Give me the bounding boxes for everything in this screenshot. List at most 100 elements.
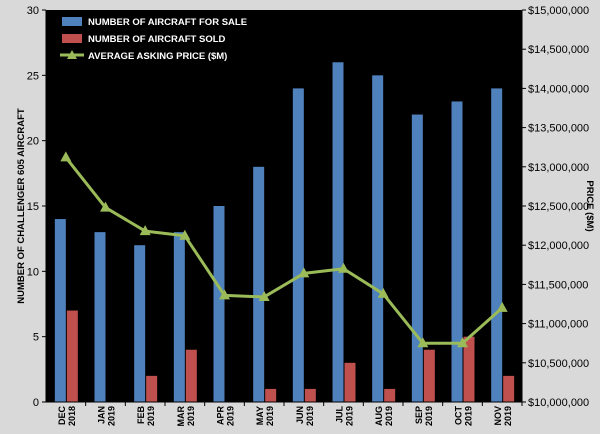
y-right-tick-label-3: $11,500,000 — [528, 279, 588, 291]
bar-for-sale-5 — [253, 166, 265, 402]
x-tick-label-month-9: SEP — [414, 406, 424, 424]
bar-sold-2 — [146, 375, 158, 402]
x-tick-label-month-3: MAR — [176, 406, 186, 427]
price-marker-10 — [457, 337, 468, 348]
x-tick-label-month-4: APR — [216, 406, 226, 426]
x-tick-label-10: OCT2019 — [454, 406, 474, 427]
y-left-tick-label-2: 10 — [27, 266, 39, 278]
price-marker-4 — [219, 289, 230, 300]
x-tick-label-5: MAY2019 — [255, 406, 275, 426]
plot-area — [46, 10, 522, 402]
bar-for-sale-0 — [54, 219, 66, 402]
price-line — [64, 156, 504, 345]
x-tick-label-2: FEB2019 — [136, 405, 156, 426]
y-right-tick-label-0: $10,000,000 — [528, 397, 589, 409]
y-left-tick-label-3: 15 — [27, 201, 39, 213]
x-tick-label-7: JUL2019 — [335, 406, 355, 427]
y-right-tick-label-1: $10,500,000 — [528, 358, 589, 370]
x-tick-label-year-10: 2019 — [464, 406, 474, 426]
price-marker-8 — [377, 287, 389, 298]
x-tick-label-month-6: JUN — [295, 406, 305, 424]
price-marker-7 — [338, 262, 349, 273]
x-tick-label-year-6: 2019 — [305, 406, 315, 426]
bar-sold-11 — [503, 375, 515, 402]
bar-for-sale-4 — [213, 206, 225, 402]
x-tick-label-4: APR2019 — [216, 406, 236, 427]
x-tick-label-3: MAR2019 — [176, 406, 196, 427]
x-tick-label-year-3: 2019 — [186, 406, 196, 426]
y-right-tick-label-6: $13,000,000 — [528, 162, 589, 174]
y-right-tick-label-9: $14,500,000 — [528, 44, 589, 56]
y-left-tick-label-5: 25 — [27, 70, 39, 82]
bar-for-sale-7 — [332, 62, 344, 403]
bar-for-sale-9 — [411, 114, 423, 403]
x-tick-label-month-7: JUL — [335, 406, 345, 424]
x-tick-label-6: JUN2019 — [295, 406, 315, 426]
x-tick-label-year-8: 2019 — [384, 406, 394, 426]
x-tick-label-month-8: AUG — [374, 406, 384, 426]
legend-label-2: AVERAGE ASKING PRICE ($M) — [88, 51, 227, 62]
price-marker-11 — [496, 301, 508, 312]
bar-sold-9 — [423, 349, 435, 402]
y-right-axis-title: PRICE ($M) — [584, 180, 595, 231]
price-marker-1 — [100, 201, 111, 212]
bar-for-sale-6 — [292, 88, 304, 403]
bar-sold-6 — [304, 388, 316, 402]
bar-sold-5 — [265, 388, 277, 402]
x-tick-label-year-0: 2018 — [67, 406, 77, 426]
x-tick-label-year-11: 2019 — [503, 406, 513, 426]
axes-layer: 0 5 10 15 20 25 30 $10,000,000 $10,500,000 $11,00… — [27, 5, 589, 427]
bar-sold-0 — [66, 310, 78, 402]
y-left-tick-label-0: 0 — [33, 397, 39, 409]
x-tick-label-month-2: FEB — [136, 405, 146, 424]
x-tick-label-month-11: NOV — [493, 406, 503, 426]
x-tick-label-year-1: 2019 — [107, 406, 117, 426]
x-tick-label-month-5: MAY — [255, 406, 265, 425]
legend-swatch-0 — [62, 17, 82, 26]
y-right-tick-label-10: $15,000,000 — [528, 5, 589, 17]
x-tick-label-month-0: DEC — [57, 406, 67, 426]
x-tick-label-year-7: 2019 — [345, 406, 355, 426]
bar-for-sale-2 — [134, 245, 146, 402]
price-line-layer — [60, 151, 508, 348]
bar-sold-7 — [344, 362, 356, 402]
y-right-tick-label-7: $13,500,000 — [528, 123, 589, 135]
legend-marker-2 — [67, 50, 77, 59]
price-marker-0 — [60, 151, 72, 162]
y-left-tick-label-6: 30 — [27, 5, 39, 17]
bar-for-sale-3 — [173, 232, 185, 402]
price-marker-2 — [139, 225, 151, 236]
x-tick-label-year-4: 2019 — [226, 406, 236, 426]
x-tick-label-8: AUG2019 — [374, 406, 394, 426]
x-tick-label-month-10: OCT — [454, 406, 464, 426]
legend-swatch-1 — [62, 34, 82, 43]
y-right-tick-label-5: $12,500,000 — [528, 201, 589, 213]
x-tick-label-0: DEC2018 — [57, 406, 77, 427]
price-marker-3 — [179, 229, 191, 240]
y-right-tick-label-2: $11,000,000 — [528, 319, 588, 331]
x-tick-label-9: SEP2019 — [414, 406, 434, 426]
legend-label-0: NUMBER OF AIRCRAFT FOR SALE — [88, 17, 247, 28]
y-left-tick-label-4: 20 — [27, 136, 39, 148]
y-left-tick-label-1: 5 — [33, 332, 39, 344]
bars-layer — [54, 62, 515, 403]
y-left-axis-title: NUMBER OF CHALLENGER 605 AIRCRAFT — [16, 108, 27, 304]
bar-sold-8 — [384, 388, 396, 402]
y-right-tick-label-4: $12,000,000 — [528, 240, 589, 252]
price-marker-9 — [417, 337, 429, 348]
x-tick-label-month-1: JAN — [97, 406, 107, 424]
price-marker-5 — [258, 290, 270, 301]
legend: NUMBER OF AIRCRAFT FOR SALE NUMBER OF AIR… — [60, 17, 247, 62]
price-marker-6 — [298, 267, 310, 278]
x-tick-label-year-9: 2019 — [424, 406, 434, 426]
bar-for-sale-1 — [94, 232, 106, 402]
x-tick-label-year-5: 2019 — [265, 406, 275, 426]
bar-for-sale-8 — [372, 75, 384, 402]
x-tick-label-1: JAN2019 — [97, 406, 117, 426]
y-right-tick-label-8: $14,000,000 — [528, 83, 589, 95]
x-tick-label-11: NOV2019 — [493, 406, 513, 426]
bar-for-sale-10 — [451, 101, 463, 402]
bar-for-sale-11 — [491, 88, 503, 403]
legend-label-1: NUMBER OF AIRCRAFT SOLD — [88, 34, 226, 45]
